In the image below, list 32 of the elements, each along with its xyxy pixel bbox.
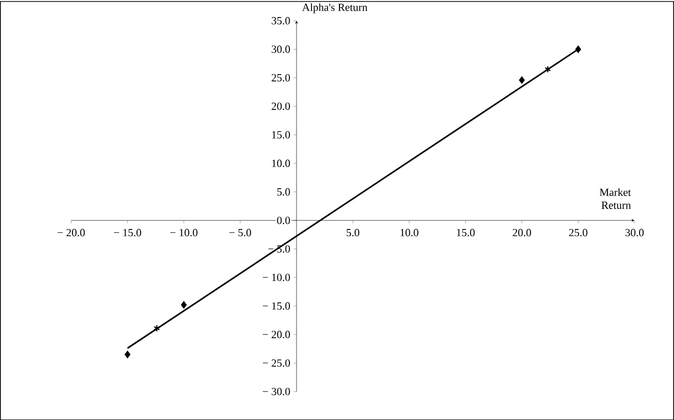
point — [181, 301, 187, 308]
y-tick-label: − 30.0 — [262, 388, 290, 396]
x-tick-label: 20.0 — [512, 228, 532, 236]
x-tick-label: − 20.0 — [58, 228, 85, 236]
y-tick-label: − 20.0 — [262, 330, 290, 338]
x-tick-label: − 10.0 — [170, 228, 198, 236]
x-tick-label: 10.0 — [400, 228, 418, 236]
y-axis-title: Alpha's Return — [302, 3, 368, 14]
point — [575, 46, 582, 53]
y-tick-label: 20.0 — [272, 102, 290, 110]
y-tick-label: 30.0 — [272, 45, 290, 53]
y-tick-label: 0.0 — [277, 216, 290, 224]
y-tick-label: − 15.0 — [262, 302, 290, 310]
y-tick-label: − 25.0 — [262, 359, 290, 367]
point — [124, 350, 130, 358]
y-tick-label: 25.0 — [272, 74, 290, 82]
x-tick-label: 30.0 — [625, 228, 644, 236]
x-axis-title: Market Return — [600, 188, 631, 209]
x-tick-label: 5.0 — [346, 228, 360, 236]
x-tick-label: 25.0 — [569, 228, 588, 236]
y-tick-label: 15.0 — [272, 130, 290, 138]
y-tick-label: 35.0 — [272, 16, 290, 24]
point — [544, 66, 551, 73]
point — [154, 324, 160, 332]
point — [519, 76, 525, 84]
x-tick-label: − 5.0 — [229, 228, 252, 236]
x-tick-label: − 15.0 — [114, 228, 142, 236]
y-tick-label: − 5.0 — [268, 245, 290, 253]
y-tick-label: 5.0 — [277, 188, 290, 196]
y-tick-label: 10.0 — [272, 160, 290, 167]
y-tick-label: − 10.0 — [262, 274, 290, 282]
x-tick-label: 15.0 — [456, 228, 475, 236]
